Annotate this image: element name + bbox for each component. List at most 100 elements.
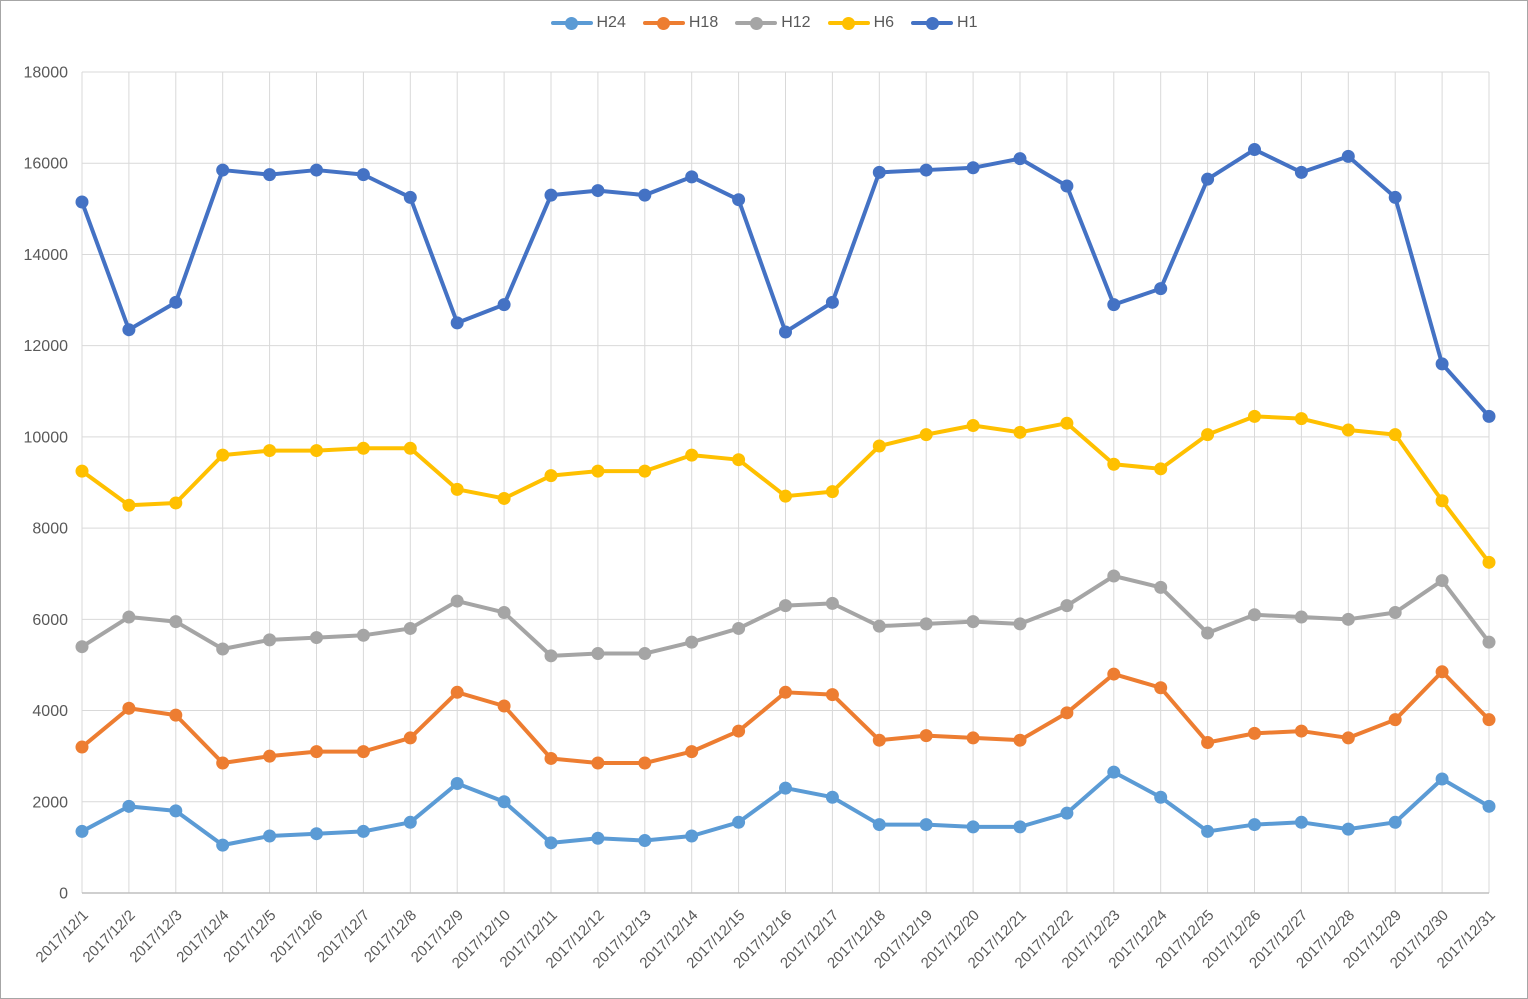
data-point-H1: [591, 184, 605, 198]
data-point-H24: [1341, 822, 1355, 836]
data-point-H12: [966, 615, 980, 629]
data-point-H1: [966, 161, 980, 175]
data-point-H18: [1013, 733, 1027, 747]
y-tick-label: 2000: [32, 794, 68, 811]
data-point-H6: [1248, 409, 1261, 423]
data-point-H18: [122, 701, 136, 715]
data-point-H12: [825, 596, 839, 610]
data-point-H24: [1482, 799, 1496, 813]
data-point-H1: [779, 325, 792, 339]
data-point-H1: [216, 163, 230, 177]
data-point-H24: [169, 804, 183, 818]
data-point-H24: [732, 815, 746, 829]
y-tick-label: 18000: [24, 65, 69, 82]
data-point-H6: [1388, 428, 1402, 442]
data-point-H12: [1248, 608, 1261, 622]
data-point-H12: [216, 642, 230, 656]
data-point-H6: [497, 491, 511, 505]
data-point-H6: [779, 489, 792, 503]
data-point-H6: [1154, 462, 1168, 476]
data-point-H18: [356, 745, 370, 759]
data-point-H1: [1482, 409, 1496, 423]
data-point-H24: [1201, 824, 1215, 838]
data-point-H18: [732, 724, 746, 738]
data-point-H1: [122, 323, 136, 337]
data-point-H6: [75, 464, 89, 478]
data-point-H18: [1248, 726, 1261, 740]
data-point-H12: [169, 615, 183, 629]
data-point-H6: [450, 482, 464, 496]
gridlines: [81, 71, 1490, 894]
data-point-H18: [263, 749, 277, 763]
data-point-H12: [1482, 635, 1496, 649]
y-tick-label: 14000: [24, 247, 69, 264]
data-point-H18: [450, 685, 464, 699]
data-point-H18: [544, 751, 558, 765]
data-point-H24: [122, 799, 136, 813]
data-point-H6: [1060, 416, 1074, 430]
data-point-H1: [1435, 357, 1449, 371]
data-point-H6: [1107, 457, 1121, 471]
data-point-H6: [169, 496, 183, 510]
data-point-H12: [1060, 599, 1074, 613]
data-point-H18: [497, 699, 511, 713]
data-point-H12: [1154, 580, 1168, 594]
data-point-H6: [216, 448, 230, 462]
data-point-H1: [356, 168, 370, 182]
data-point-H12: [450, 594, 464, 608]
series-H24: [75, 765, 1496, 852]
data-point-H12: [497, 605, 511, 619]
data-point-H12: [779, 599, 792, 613]
y-tick-label: 8000: [32, 521, 68, 538]
data-point-H6: [638, 464, 652, 478]
data-point-H12: [591, 647, 605, 661]
data-point-H1: [310, 163, 323, 177]
data-point-H24: [1248, 818, 1261, 832]
data-point-H1: [75, 195, 89, 209]
y-tick-label: 0: [59, 886, 68, 903]
data-point-H12: [1294, 610, 1308, 624]
data-point-H24: [216, 838, 230, 852]
y-axis-labels: 0 2000 4000 6000 8000 10000 12000 14000 16000 180…: [24, 65, 69, 903]
data-point-H6: [403, 441, 417, 455]
series-H18: [75, 665, 1496, 770]
data-point-H1: [1013, 152, 1027, 166]
data-point-H6: [263, 444, 277, 458]
data-point-H1: [1154, 282, 1168, 296]
data-point-H24: [497, 795, 511, 809]
data-point-H6: [732, 453, 746, 467]
data-point-H12: [919, 617, 933, 631]
data-point-H24: [1060, 806, 1074, 820]
data-point-H24: [779, 781, 792, 795]
data-point-H6: [122, 498, 136, 512]
data-point-H24: [75, 824, 89, 838]
data-point-H24: [591, 831, 605, 845]
data-point-H1: [1107, 298, 1121, 312]
series-H6: [75, 409, 1496, 569]
data-point-H12: [732, 621, 746, 635]
data-point-H18: [1201, 735, 1215, 749]
data-point-H18: [1388, 713, 1402, 727]
data-point-H6: [544, 469, 558, 483]
data-point-H6: [310, 444, 323, 458]
data-point-H24: [1388, 815, 1402, 829]
data-point-H18: [403, 731, 417, 745]
series-H12: [75, 569, 1496, 663]
data-point-H24: [403, 815, 417, 829]
data-point-H24: [872, 818, 886, 832]
data-point-H1: [450, 316, 464, 330]
data-point-H6: [966, 418, 980, 432]
data-point-H24: [1154, 790, 1168, 804]
data-point-H24: [310, 827, 323, 841]
data-point-H24: [544, 836, 558, 850]
data-point-H18: [169, 708, 183, 722]
data-point-H24: [1107, 765, 1121, 779]
data-point-H24: [966, 820, 980, 834]
data-point-H18: [919, 729, 933, 743]
data-point-H1: [1388, 190, 1402, 204]
data-point-H1: [1341, 149, 1355, 163]
data-point-H12: [1341, 612, 1355, 626]
data-point-H18: [216, 756, 230, 770]
data-point-H18: [1482, 713, 1496, 727]
data-point-H18: [310, 745, 323, 759]
